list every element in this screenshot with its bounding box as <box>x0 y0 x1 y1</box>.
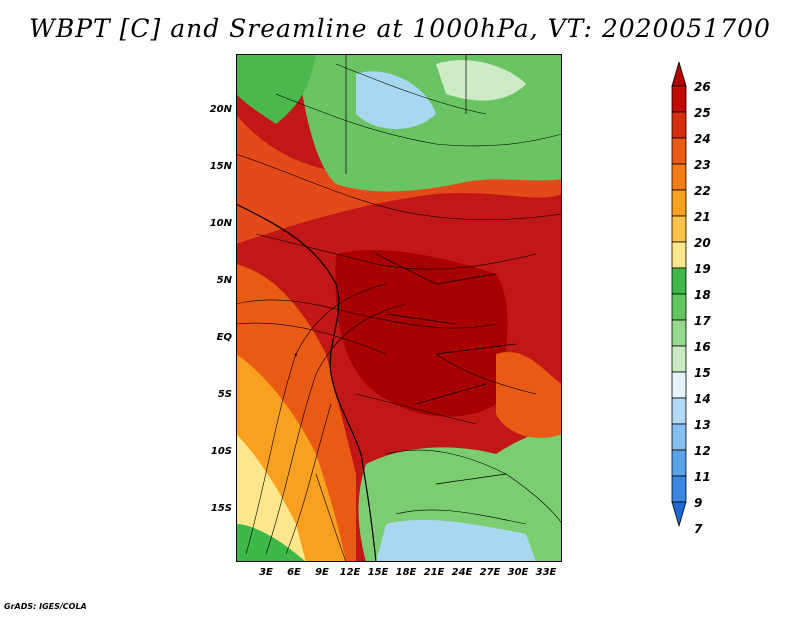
colorbar-label-24: 24 <box>694 132 711 146</box>
colorbar-box <box>671 345 687 373</box>
colorbar-box <box>671 267 687 295</box>
lat-label-10s: 10S <box>210 446 232 457</box>
map-frame <box>236 54 562 562</box>
colorbar-box <box>671 111 687 139</box>
colorbar-box <box>671 137 687 165</box>
wbpt-fill-18b <box>236 524 306 562</box>
colorbar-top-arrow <box>671 60 687 87</box>
colorbar-label-26: 26 <box>694 80 711 94</box>
colorbar-box <box>671 449 687 477</box>
lon-label-30e: 30E <box>507 567 529 578</box>
lon-label-15e: 15E <box>367 567 389 578</box>
lat-label-20n: 20N <box>209 104 232 115</box>
lon-label-21e: 21E <box>423 567 445 578</box>
wbpt-fill-22b <box>496 351 562 438</box>
wbpt-fill-18 <box>236 54 316 124</box>
colorbar-box <box>671 163 687 191</box>
colorbar-label-20: 20 <box>694 236 711 250</box>
colorbar-box <box>671 397 687 425</box>
lat-label-10n: 10N <box>209 218 232 229</box>
colorbar-label-23: 23 <box>694 158 711 172</box>
colorbar-box <box>671 371 687 399</box>
colorbar-label-21: 21 <box>694 210 711 224</box>
colorbar-label-25: 25 <box>694 106 711 120</box>
colorbar-label-16: 16 <box>694 340 711 354</box>
colorbar-label-19: 19 <box>694 262 711 276</box>
colorbar-box <box>671 475 687 503</box>
lon-label-6e: 6E <box>287 567 301 578</box>
lon-label-33e: 33E <box>535 567 557 578</box>
colorbar-box <box>671 215 687 243</box>
streamlines <box>236 63 562 562</box>
colorbar-box <box>671 423 687 451</box>
colorbar-label-11: 11 <box>694 470 711 484</box>
lon-label-3e: 3E <box>259 567 273 578</box>
lat-label-5n: 5N <box>216 275 232 286</box>
lat-label-15s: 15S <box>210 503 232 514</box>
colorbar-label-14: 14 <box>694 392 711 406</box>
colorbar-label-7: 7 <box>694 522 703 536</box>
wbpt-fill-17 <box>296 54 562 192</box>
colorbar-box <box>671 319 687 347</box>
colorbar-bottom-arrow <box>671 501 687 528</box>
colorbar-box <box>671 189 687 217</box>
lat-label-15n: 15N <box>209 161 232 172</box>
wbpt-fill-26 <box>335 250 508 417</box>
colorbar-box <box>671 85 687 113</box>
lon-label-27e: 27E <box>479 567 501 578</box>
wbpt-fill-14b <box>376 519 536 562</box>
lon-label-9e: 9E <box>315 567 329 578</box>
grads-credit: GrADS: IGES/COLA <box>4 602 87 611</box>
chart-title: WBPT [C] and Sreamline at 1000hPa, VT: 2… <box>29 14 771 43</box>
colorbar-box <box>671 241 687 269</box>
lon-label-24e: 24E <box>451 567 473 578</box>
colorbar-label-22: 22 <box>694 184 711 198</box>
colorbar-label-9: 9 <box>694 496 703 510</box>
wbpt-fill-14 <box>356 71 436 129</box>
colorbar-label-15: 15 <box>694 366 711 380</box>
lat-label-eq: EQ <box>216 332 232 343</box>
colorbar-label-18: 18 <box>694 288 711 302</box>
lon-label-18e: 18E <box>395 567 417 578</box>
wbpt-map[interactable] <box>236 54 562 562</box>
lon-label-12e: 12E <box>339 567 361 578</box>
country-borders <box>345 54 517 485</box>
colorbar-label-12: 12 <box>694 444 711 458</box>
lat-label-5s: 5S <box>217 389 232 400</box>
wbpt-fill-15 <box>436 60 526 101</box>
colorbar <box>668 60 728 556</box>
colorbar-box <box>671 293 687 321</box>
colorbar-label-17: 17 <box>694 314 711 328</box>
colorbar-label-13: 13 <box>694 418 711 432</box>
